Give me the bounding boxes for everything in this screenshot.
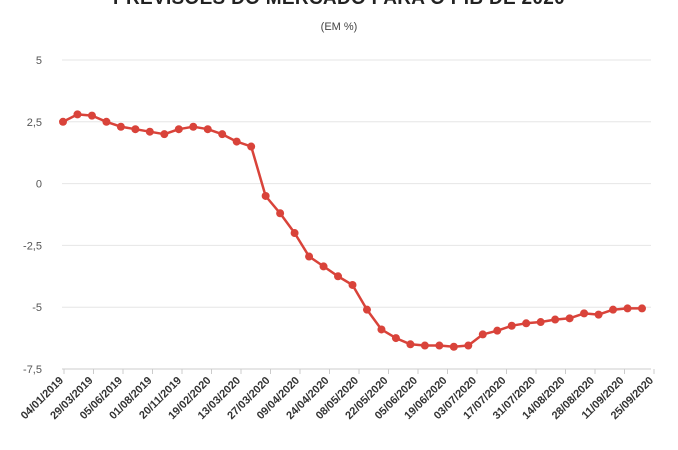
data-point[interactable] <box>276 209 285 218</box>
data-point[interactable] <box>623 304 632 313</box>
data-point[interactable] <box>522 319 531 328</box>
data-point[interactable] <box>102 117 111 126</box>
y-tick-label: -2,5 <box>23 240 42 252</box>
data-point[interactable] <box>131 125 140 134</box>
data-point[interactable] <box>334 272 343 281</box>
data-point[interactable] <box>594 310 603 319</box>
data-point[interactable] <box>189 122 198 131</box>
data-point[interactable] <box>565 314 574 323</box>
data-point[interactable] <box>261 191 270 200</box>
data-point[interactable] <box>290 229 299 238</box>
data-point[interactable] <box>247 142 256 151</box>
data-point[interactable] <box>478 330 487 339</box>
data-point[interactable] <box>638 304 646 313</box>
data-point[interactable] <box>609 305 618 314</box>
data-point[interactable] <box>391 334 400 343</box>
x-axis: 04/01/201929/03/201905/06/201901/08/2019… <box>19 369 656 422</box>
data-point[interactable] <box>160 130 169 139</box>
chart-subtitle: (EM %) <box>320 21 358 33</box>
data-point[interactable] <box>449 342 458 351</box>
y-tick-label: 0 <box>36 179 42 191</box>
data-point[interactable] <box>319 262 328 271</box>
data-point[interactable] <box>59 117 67 126</box>
y-axis: 5 2,5 0 -2,5 -5 -7,5 <box>23 55 42 376</box>
data-point[interactable] <box>174 125 183 134</box>
data-point[interactable] <box>218 130 227 139</box>
data-point[interactable] <box>348 280 357 289</box>
data-point[interactable] <box>145 127 154 136</box>
data-point[interactable] <box>203 125 212 134</box>
series-pib-forecast <box>59 110 646 351</box>
data-point[interactable] <box>493 326 502 335</box>
data-point[interactable] <box>377 325 386 334</box>
data-point[interactable] <box>232 137 241 146</box>
data-point[interactable] <box>116 122 125 131</box>
data-point[interactable] <box>362 305 371 314</box>
data-point[interactable] <box>580 309 589 318</box>
data-point[interactable] <box>551 315 560 324</box>
y-tick-label: 2,5 <box>27 117 42 129</box>
data-point[interactable] <box>536 318 545 327</box>
gridlines <box>62 59 651 370</box>
data-point[interactable] <box>73 110 82 119</box>
series-line <box>62 113 642 349</box>
data-point[interactable] <box>87 111 96 120</box>
chart-title: PREVISÕES DO MERCADO PARA O PIB DE 2020 <box>0 0 678 10</box>
y-tick-label: -7,5 <box>23 364 42 376</box>
y-tick-label: 5 <box>36 55 42 67</box>
data-point[interactable] <box>420 341 429 350</box>
data-point[interactable] <box>406 340 415 349</box>
data-point[interactable] <box>435 341 444 350</box>
y-tick-label: -5 <box>32 302 42 314</box>
data-point[interactable] <box>464 341 473 350</box>
data-point[interactable] <box>305 252 314 261</box>
data-point[interactable] <box>507 321 516 330</box>
